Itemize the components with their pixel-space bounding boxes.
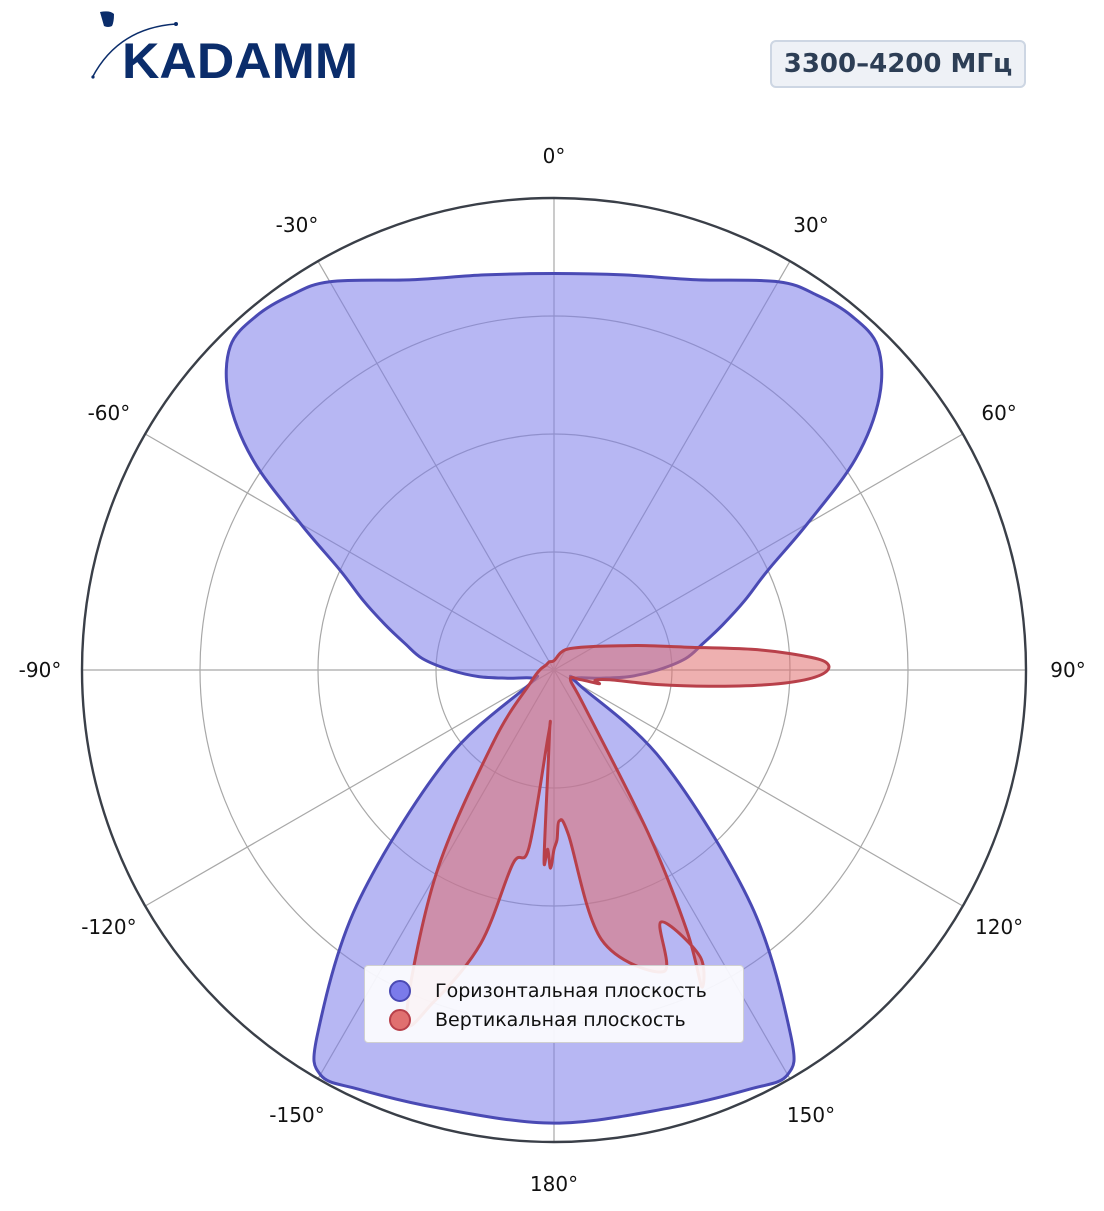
legend-item-vertical: Вертикальная плоскость bbox=[389, 1005, 743, 1034]
angular-tick-label: 120° bbox=[975, 915, 1023, 939]
legend: Горизонтальная плоскость Вертикальная пл… bbox=[364, 965, 744, 1043]
logo-mark-icon bbox=[100, 11, 114, 27]
angular-tick-label: 30° bbox=[793, 213, 828, 237]
angular-grid-spoke bbox=[553, 669, 964, 907]
angular-tick-label: -60° bbox=[88, 401, 131, 425]
legend-swatch-vertical bbox=[389, 1008, 411, 1031]
angular-tick-label: -90° bbox=[19, 658, 62, 682]
legend-swatch-horizontal bbox=[389, 979, 411, 1002]
polar-series bbox=[80, 196, 1028, 1144]
legend-item-horizontal: Горизонтальная плоскость bbox=[389, 976, 743, 1005]
legend-label-horizontal: Горизонтальная плоскость bbox=[435, 979, 707, 1002]
angular-tick-label: 150° bbox=[787, 1103, 835, 1127]
logo-text: KADAMM bbox=[122, 33, 358, 88]
angular-tick-label: 60° bbox=[981, 401, 1016, 425]
angular-tick-label: -150° bbox=[269, 1103, 324, 1127]
angular-tick-label: 90° bbox=[1050, 658, 1085, 682]
brand-logo: KADAMM bbox=[91, 11, 358, 88]
logo-swoosh-icon bbox=[91, 23, 177, 79]
angular-tick-label: -30° bbox=[276, 213, 319, 237]
polar-outer-ring bbox=[80, 196, 1028, 1144]
frequency-badge: 3300–4200 МГц bbox=[770, 40, 1026, 88]
angular-tick-label: 180° bbox=[530, 1172, 578, 1196]
angular-grid-spoke bbox=[144, 669, 555, 907]
angular-tick-label: -120° bbox=[81, 915, 136, 939]
legend-label-vertical: Вертикальная плоскость bbox=[435, 1008, 686, 1031]
angular-tick-label: 0° bbox=[543, 144, 566, 168]
angular-ticks: 0° 30° 60° 90° 120° 150° 180° -150° -120° -90° -60… bbox=[19, 144, 1086, 1196]
